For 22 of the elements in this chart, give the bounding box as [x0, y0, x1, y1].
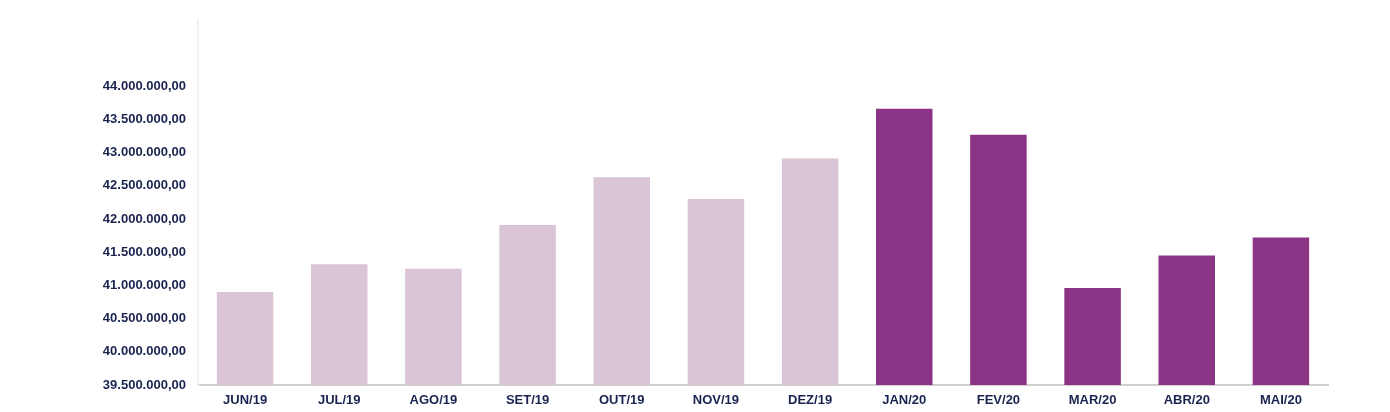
y-tick-label: 42.500.000,00: [102, 177, 186, 193]
y-tick-label: 43.500.000,00: [102, 110, 186, 126]
x-tick-label: JUN/19: [223, 392, 268, 408]
x-tick-label: DEZ/19: [788, 392, 833, 408]
y-tick-label: 39.500.000,00: [102, 376, 186, 392]
x-tick-label: NOV/19: [692, 392, 740, 408]
y-tick-label: 44.000.000,00: [102, 77, 186, 93]
x-tick-label: ABR/20: [1163, 392, 1210, 408]
x-tick-label: AGO/19: [409, 392, 458, 408]
y-tick-label: 42.000.000,00: [102, 210, 186, 226]
y-tick-label: 41.000.000,00: [102, 276, 186, 292]
x-tick-label: OUT/19: [598, 392, 645, 408]
y-tick-label: 41.500.000,00: [102, 243, 186, 259]
x-tick-label: SET/19: [505, 392, 550, 408]
x-tick-label: JUL/19: [317, 392, 361, 408]
y-tick-label: 40.000.000,00: [102, 343, 186, 359]
x-tick-label: MAI/20: [1259, 392, 1302, 408]
x-tick-label: FEV/20: [976, 392, 1021, 408]
x-tick-label: MAR/20: [1068, 392, 1117, 408]
x-tick-label: JAN/20: [882, 392, 927, 408]
y-tick-label: 43.000.000,00: [102, 144, 186, 160]
y-tick-label: 40.500.000,00: [102, 310, 186, 326]
